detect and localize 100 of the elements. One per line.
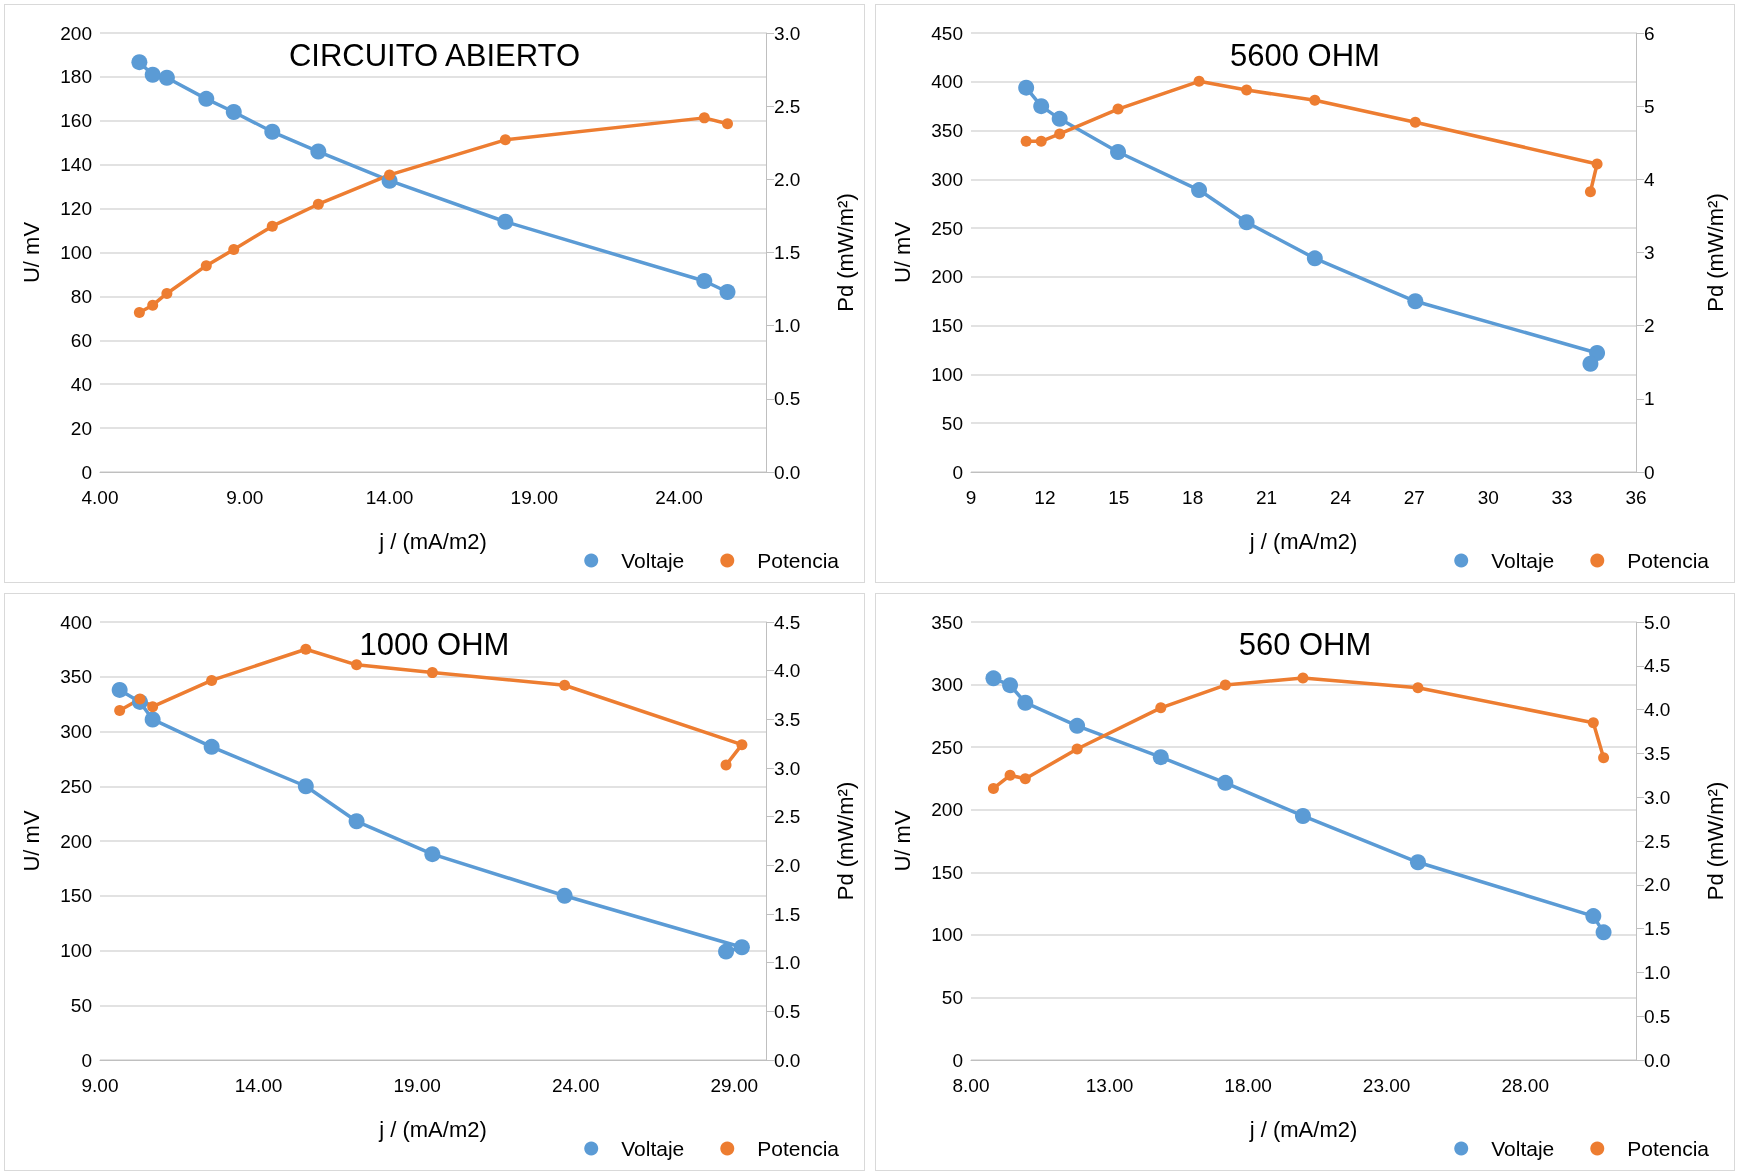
y-tick-label: 80 [70,285,92,307]
y-tick-label: 200 [931,799,963,821]
point [1238,214,1255,231]
y-tick-label: 180 [60,66,92,88]
y2-tick-label: 5 [1644,95,1655,117]
point [1193,75,1205,87]
y-tick-label: 150 [931,861,963,883]
y-tick-label: 40 [70,373,92,395]
y2-tick-label: 2 [1644,315,1655,337]
y2-tick-label: 4 [1644,168,1655,190]
y-tick-label: 100 [931,363,963,385]
point [987,782,999,794]
chart-title: CIRCUITO ABIERTO [288,38,581,73]
point [266,220,278,232]
y-tick-label: 200 [60,830,92,852]
x-tick-label: 30 [1477,487,1499,508]
point [1409,116,1421,128]
y2-tick-label: 3.0 [774,22,801,44]
y-tick-label: 0 [952,1049,963,1071]
point [720,759,732,771]
point [698,112,710,124]
legend-label: Potencia [1627,549,1710,572]
y-tick-label: 0 [952,461,963,483]
y2-tick-label: 1.0 [774,952,801,974]
y2-tick-label: 2.0 [774,168,801,190]
y2-tick-label: 2.5 [774,95,801,117]
y2-tick-label: 1.5 [1644,918,1671,940]
y2-tick-label: 0.0 [1644,1049,1671,1071]
point [147,299,159,311]
point [1217,774,1234,791]
y-tick-label: 200 [931,266,963,288]
point [696,273,713,290]
point [161,287,173,299]
y2-tick-label: 0 [1644,461,1655,483]
point [1582,355,1599,372]
x-tick-label: 8.00 [952,1075,990,1096]
y-axis-title: U/ mV [889,810,915,872]
point [1297,672,1309,684]
point [1152,749,1169,766]
legend-label: Potencia [1627,1137,1710,1160]
point [1294,807,1311,824]
y2-tick-label: 4.0 [774,660,801,682]
point [133,307,145,318]
y2-tick-label: 3 [1644,242,1655,263]
point [424,846,441,863]
point [499,134,511,146]
point [158,69,175,86]
y2-tick-label: 0.0 [774,461,801,483]
point [134,693,146,705]
point [1112,103,1124,115]
legend-label: Potencia [757,549,840,572]
y-tick-label: 50 [941,412,963,434]
point [144,66,161,83]
x-tick-label: 24 [1329,487,1352,508]
y2-tick-label: 1.5 [774,242,801,263]
point [225,104,242,121]
point [384,169,396,181]
y2-tick-label: 4.5 [1644,655,1671,677]
y-tick-label: 150 [60,885,92,907]
x-tick-label: 9.00 [226,487,264,508]
point [206,674,218,686]
x-tick-label: 9 [965,487,977,508]
y2-tick-label: 2.0 [774,854,801,876]
point [1071,743,1083,755]
point [297,778,314,795]
point [556,887,573,904]
legend-label: Voltaje [1491,1137,1555,1160]
point [722,118,733,130]
y-tick-label: 450 [931,22,963,44]
x-tick-label: 28.00 [1501,1075,1549,1096]
y-tick-label: 400 [60,611,92,633]
point [1309,94,1321,106]
point [1110,144,1127,161]
y-tick-label: 50 [70,994,92,1016]
point [1035,135,1047,147]
point [426,667,438,679]
point [1155,702,1167,714]
x-tick-label: 29.00 [710,1075,759,1096]
point [348,813,365,830]
y2-tick-label: 4.0 [1644,699,1671,721]
y2-axis-title: Pd (mW/m²) [832,781,858,901]
chart-title: 1000 OHM [359,627,510,662]
x-tick-label: 12 [1034,487,1056,508]
x-tick-label: 23.00 [1362,1075,1411,1096]
x-tick-label: 14.00 [234,1075,283,1096]
point [1595,924,1612,941]
y-tick-label: 20 [70,417,92,439]
y-tick-label: 250 [931,217,963,239]
x-axis-title: j / (mA/m2) [378,1116,487,1142]
point [1004,769,1016,781]
point [131,54,148,71]
point [497,213,514,230]
y2-tick-label: 3.5 [1644,742,1671,764]
x-tick-label: 14.00 [365,487,414,508]
y2-tick-label: 1.0 [1644,961,1671,983]
x-tick-label: 19.00 [510,487,559,508]
x-tick-label: 24.00 [551,1075,600,1096]
point [1019,773,1031,785]
point [228,244,240,256]
point [1306,250,1323,267]
